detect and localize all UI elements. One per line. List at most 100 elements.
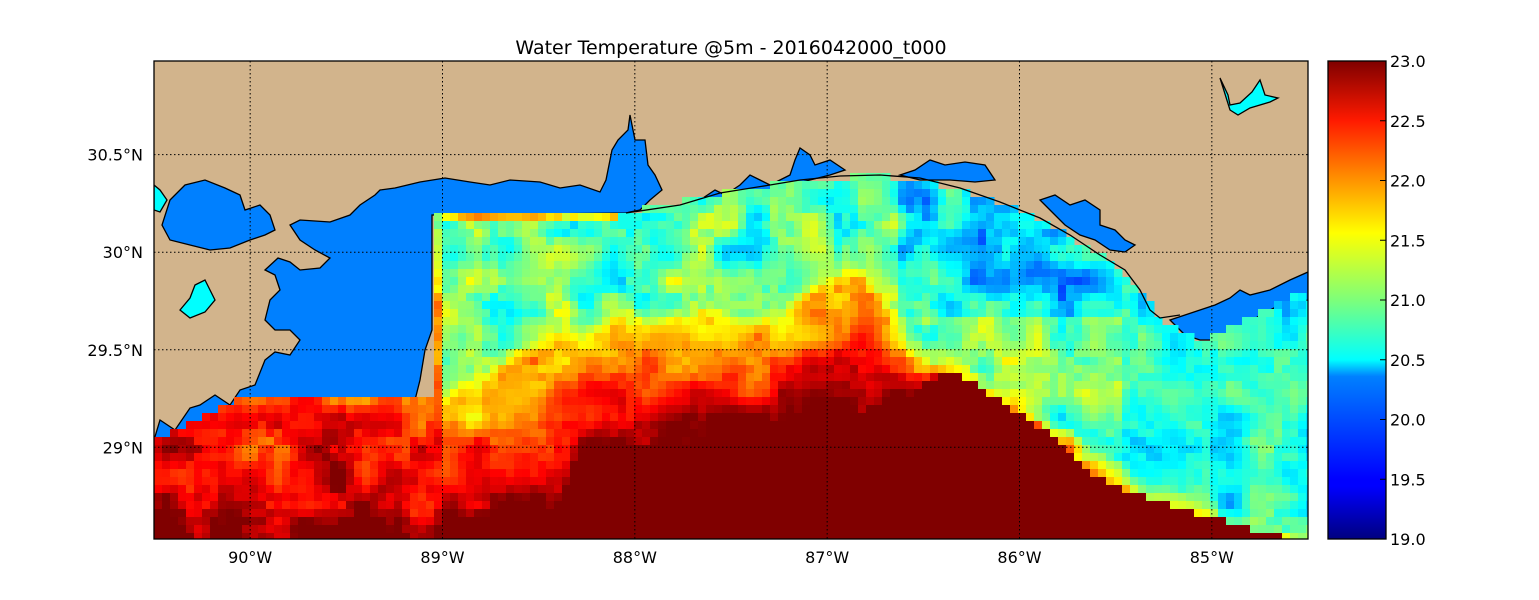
temperature-cell — [890, 253, 899, 262]
temperature-cell — [618, 461, 627, 470]
temperature-cell — [962, 213, 971, 222]
temperature-cell — [914, 333, 923, 342]
temperature-cell — [578, 493, 587, 502]
temperature-cell — [1122, 533, 1131, 539]
temperature-cell — [570, 325, 579, 334]
temperature-cell — [802, 461, 811, 470]
temperature-cell — [290, 485, 299, 494]
temperature-cell — [1042, 365, 1051, 374]
temperature-cell — [962, 525, 971, 534]
temperature-cell — [754, 509, 763, 518]
temperature-cell — [498, 477, 507, 486]
temperature-cell — [1074, 301, 1083, 310]
temperature-cell — [434, 285, 443, 294]
temperature-cell — [834, 421, 843, 430]
temperature-cell — [794, 501, 803, 510]
temperature-cell — [442, 245, 451, 254]
temperature-cell — [714, 237, 723, 246]
temperature-cell — [1010, 509, 1019, 518]
temperature-cell — [562, 349, 571, 358]
temperature-cell — [354, 461, 363, 470]
temperature-cell — [1114, 469, 1123, 478]
temperature-cell — [346, 461, 355, 470]
temperature-cell — [810, 413, 819, 422]
temperature-cell — [474, 477, 483, 486]
temperature-cell — [714, 437, 723, 446]
temperature-cell — [930, 317, 939, 326]
temperature-cell — [490, 501, 499, 510]
temperature-cell — [1290, 509, 1299, 518]
temperature-cell — [754, 501, 763, 510]
temperature-cell — [714, 341, 723, 350]
temperature-cell — [1042, 445, 1051, 454]
temperature-cell — [178, 493, 187, 502]
temperature-cell — [1090, 485, 1099, 494]
temperature-cell — [178, 517, 187, 526]
temperature-cell — [738, 397, 747, 406]
temperature-cell — [706, 213, 715, 222]
temperature-cell — [714, 245, 723, 254]
temperature-cell — [930, 381, 939, 390]
temperature-cell — [594, 421, 603, 430]
temperature-cell — [666, 237, 675, 246]
temperature-cell — [826, 405, 835, 414]
temperature-cell — [698, 253, 707, 262]
temperature-cell — [514, 429, 523, 438]
temperature-cell — [930, 285, 939, 294]
temperature-cell — [434, 221, 443, 230]
temperature-cell — [1170, 381, 1179, 390]
temperature-cell — [882, 285, 891, 294]
temperature-cell — [898, 413, 907, 422]
temperature-cell — [354, 453, 363, 462]
temperature-cell — [690, 285, 699, 294]
temperature-cell — [922, 269, 931, 278]
temperature-cell — [634, 381, 643, 390]
temperature-cell — [666, 229, 675, 238]
temperature-cell — [1202, 349, 1211, 358]
temperature-cell — [402, 461, 411, 470]
temperature-cell — [570, 477, 579, 486]
temperature-cell — [162, 533, 171, 539]
temperature-cell — [730, 285, 739, 294]
temperature-cell — [546, 469, 555, 478]
temperature-cell — [434, 533, 443, 539]
temperature-cell — [866, 397, 875, 406]
temperature-cell — [1034, 333, 1043, 342]
temperature-cell — [778, 325, 787, 334]
temperature-cell — [786, 429, 795, 438]
temperature-cell — [850, 405, 859, 414]
temperature-cell — [362, 413, 371, 422]
temperature-cell — [1098, 421, 1107, 430]
temperature-cell — [946, 285, 955, 294]
temperature-cell — [306, 517, 315, 526]
temperature-cell — [410, 437, 419, 446]
temperature-cell — [842, 413, 851, 422]
temperature-cell — [898, 277, 907, 286]
temperature-cell — [290, 517, 299, 526]
temperature-cell — [1298, 317, 1307, 326]
temperature-cell — [874, 365, 883, 374]
temperature-cell — [794, 341, 803, 350]
temperature-cell — [778, 253, 787, 262]
temperature-cell — [818, 197, 827, 206]
temperature-cell — [946, 309, 955, 318]
temperature-cell — [882, 509, 891, 518]
temperature-cell — [770, 461, 779, 470]
temperature-cell — [1178, 413, 1187, 422]
temperature-cell — [1058, 317, 1067, 326]
temperature-cell — [978, 357, 987, 366]
temperature-cell — [1034, 517, 1043, 526]
temperature-cell — [882, 181, 891, 190]
temperature-cell — [754, 213, 763, 222]
temperature-cell — [762, 453, 771, 462]
temperature-cell — [866, 205, 875, 214]
temperature-cell — [1122, 509, 1131, 518]
temperature-cell — [370, 517, 379, 526]
temperature-cell — [1050, 277, 1059, 286]
temperature-cell — [530, 317, 539, 326]
temperature-cell — [650, 221, 659, 230]
temperature-cell — [778, 533, 787, 539]
temperature-cell — [610, 269, 619, 278]
temperature-cell — [698, 509, 707, 518]
temperature-cell — [738, 509, 747, 518]
